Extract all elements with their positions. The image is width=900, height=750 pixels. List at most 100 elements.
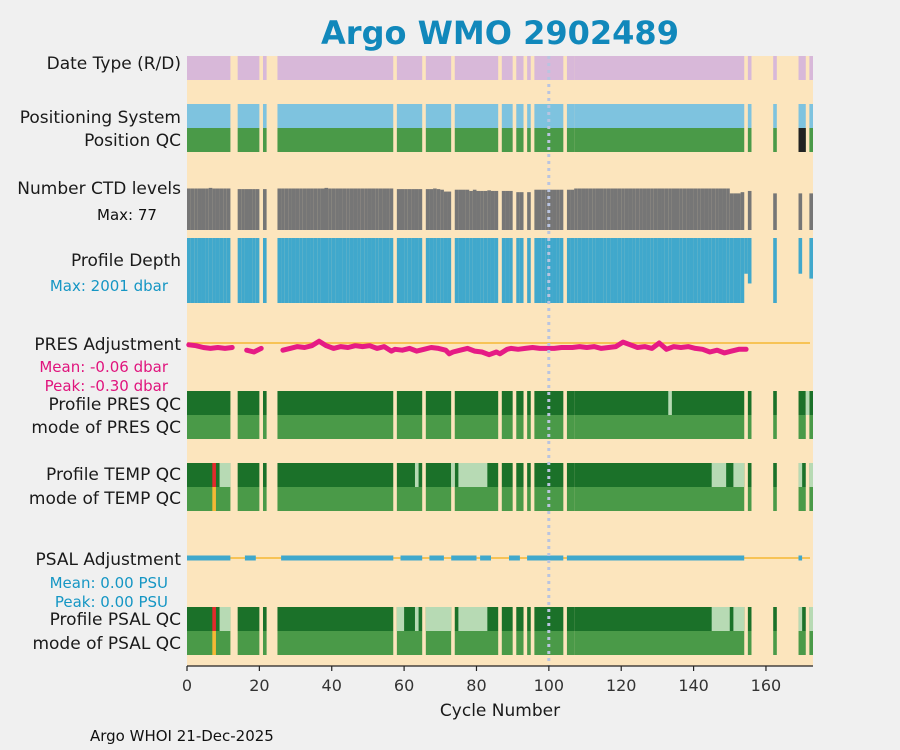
profile-depth-bar (501, 238, 506, 303)
ctd-level-bar (487, 190, 491, 230)
ctd-level-bar (718, 188, 723, 230)
profile-depth-bar (635, 238, 640, 303)
row-label-profile-pres-qc: Profile PRES QC (48, 395, 181, 415)
row-label-mode-pres-qc: mode of PRES QC (31, 418, 181, 438)
ctd-level-bar (281, 188, 285, 230)
profile-depth-bar (407, 238, 412, 303)
positioning-system-bar (454, 104, 499, 128)
positioning-system-bar (187, 104, 231, 128)
profile-depth-bar (646, 238, 651, 303)
profile-depth-bar (733, 238, 738, 303)
profile-depth-bar (252, 238, 256, 303)
ctd-level-bar (505, 190, 510, 230)
mode-psal-qc-bar (809, 631, 813, 655)
profile-temp-qc-flag (414, 463, 419, 487)
mode-temp-qc-bar (574, 487, 745, 511)
positioning-system-bar (773, 104, 777, 128)
profile-pres-qc-bar (574, 391, 745, 415)
profile-depth-bar (693, 238, 698, 303)
ctd-level-bar (386, 188, 390, 230)
mode-pres-qc-bar (798, 415, 806, 439)
profile-depth-bar (324, 238, 329, 303)
profile-psal-qc-bar (566, 607, 575, 631)
ctd-level-bar (585, 188, 589, 230)
ctd-level-bar (433, 188, 437, 230)
profile-depth-bar (317, 238, 321, 303)
profile-depth-bar (458, 238, 463, 303)
ctd-level-bar (483, 190, 488, 230)
ctd-level-bar (548, 189, 553, 230)
ctd-level-bar (545, 189, 549, 230)
mode-temp-qc-bar (277, 487, 394, 511)
mode-temp-qc-bar (527, 487, 531, 511)
positioning-system-bar (516, 104, 524, 128)
profile-depth-bar (335, 238, 339, 303)
profile-depth-bar (197, 238, 202, 303)
profile-pres-qc-bar (396, 391, 423, 415)
ctd-level-bar (679, 188, 683, 230)
ctd-level-bar (440, 189, 444, 230)
mode-psal-qc-bar (747, 631, 752, 655)
positioning-system-bar (262, 104, 267, 128)
position-qc-bar (574, 128, 745, 152)
x-tick-label: 0 (182, 676, 192, 695)
profile-depth-bar (389, 238, 394, 303)
date-type-bar (262, 56, 267, 80)
ctd-level-bar (349, 188, 354, 230)
profile-psal-qc-bar (277, 607, 394, 631)
profile-depth-bar (726, 238, 730, 303)
profile-depth-bar (585, 238, 589, 303)
profile-depth-bar (353, 238, 358, 303)
ctd-level-bar (194, 188, 198, 230)
profile-depth-bar (367, 238, 372, 303)
ctd-level-bar (313, 188, 318, 230)
row-label-mode-temp-qc: mode of TEMP QC (29, 489, 181, 509)
ctd-level-bar (722, 188, 727, 230)
ctd-level-bar (693, 188, 698, 230)
profile-depth-bar (744, 238, 748, 274)
ctd-level-bar (400, 189, 405, 230)
ctd-level-bar (635, 188, 640, 230)
ctd-level-bar (320, 188, 325, 230)
profile-depth-bar (718, 238, 723, 303)
profile-depth-bar (682, 238, 687, 303)
profile-temp-qc-flag (809, 463, 813, 487)
ctd-level-bar (726, 188, 730, 230)
profile-psal-qc-flag (414, 607, 419, 631)
profile-depth-bar (375, 238, 379, 303)
position-qc-bar (516, 128, 524, 152)
profile-depth-bar (295, 238, 300, 303)
profile-depth-bar (639, 238, 643, 303)
profile-pres-qc-flag (805, 391, 810, 415)
date-type-bar (773, 56, 777, 80)
profile-depth-bar (516, 238, 520, 303)
profile-pres-qc-bar (501, 391, 513, 415)
ctd-level-bar (436, 189, 441, 230)
profile-depth-bar (404, 238, 408, 303)
date-type-bar (516, 56, 524, 80)
position-qc-bar (454, 128, 499, 152)
profile-depth-bar (715, 238, 719, 303)
ctd-level-bar (462, 189, 466, 230)
profile-temp-qc-bar (262, 463, 267, 487)
x-tick-label: 80 (466, 676, 486, 695)
profile-depth-bar (371, 238, 376, 303)
row-label-psal-adjustment: PSAL Adjustment (36, 550, 182, 570)
ctd-level-bar (733, 193, 738, 230)
row-label-date-type: Date Type (R/D) (47, 54, 181, 74)
ctd-level-bar (212, 188, 216, 230)
profile-temp-qc-bar (277, 463, 394, 487)
ctd-level-bar (773, 193, 777, 230)
position-qc-bar (773, 128, 777, 152)
position-qc-bar (425, 128, 452, 152)
profile-depth-bar (244, 238, 249, 303)
mode-pres-qc-bar (566, 415, 575, 439)
ctd-level-bar (595, 188, 600, 230)
row-label-mode-psal-qc: mode of PSAL QC (32, 634, 181, 654)
profile-temp-qc-bar (501, 463, 513, 487)
profile-depth-bar (490, 238, 495, 303)
profile-temp-qc-flag (451, 463, 455, 487)
profile-depth-bar (302, 238, 307, 303)
ctd-level-bar (317, 188, 321, 230)
ctd-level-bar (389, 188, 394, 230)
